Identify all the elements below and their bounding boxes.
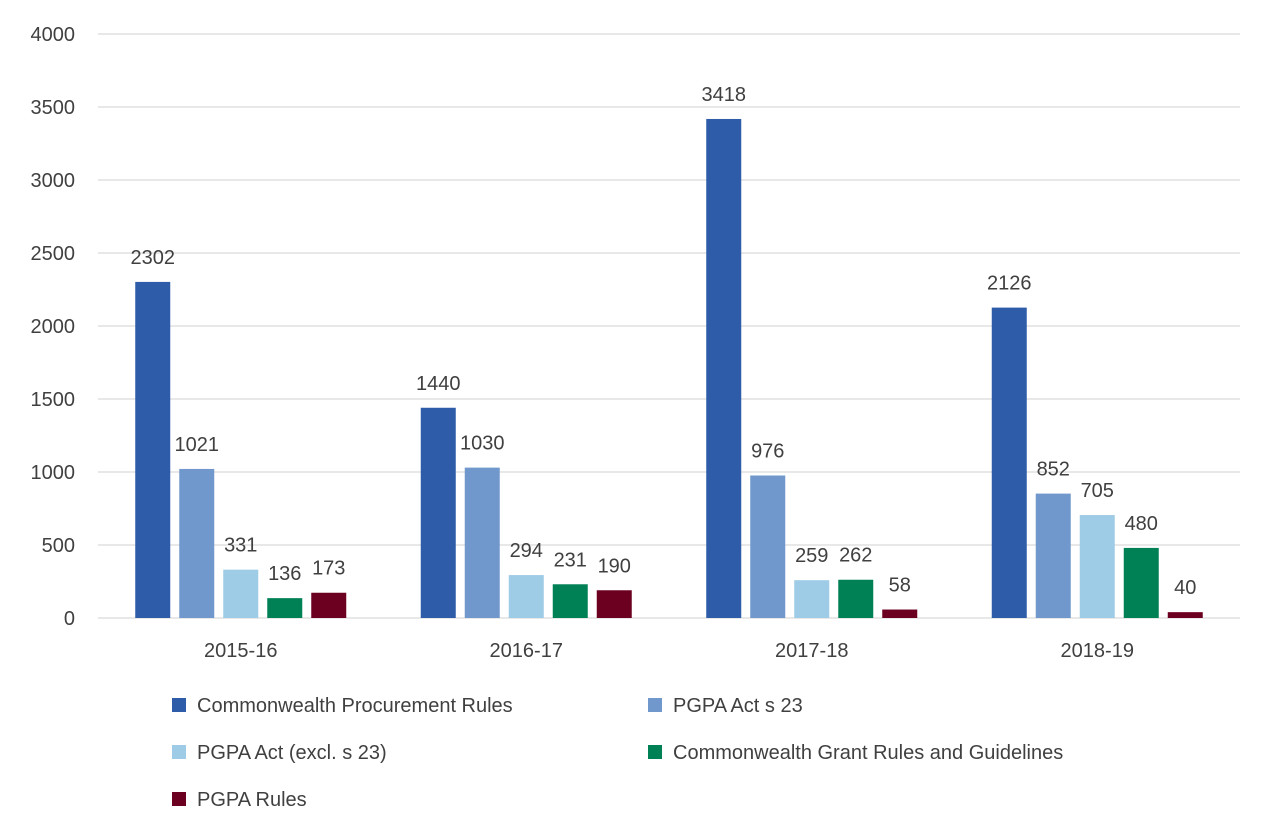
legend-label: PGPA Rules	[197, 789, 307, 811]
bar-2018-19-series-2	[1035, 493, 1071, 618]
data-label: 2302	[131, 247, 176, 269]
x-tick-label: 2015-16	[204, 640, 277, 662]
bar-2018-19-series-3	[1079, 515, 1115, 618]
bar-2016-17-series-3	[508, 575, 544, 618]
data-label: 294	[510, 540, 543, 562]
bar-2018-19-series-5	[1167, 612, 1203, 618]
legend-item: Commonwealth Procurement Rules	[172, 695, 513, 717]
data-label: 1030	[460, 433, 505, 455]
bar-2015-16-series-3	[223, 569, 259, 618]
x-tick-label: 2016-17	[490, 640, 563, 662]
data-label: 3418	[702, 84, 747, 106]
bar-2016-17-series-4	[552, 584, 588, 618]
legend-item: PGPA Rules	[172, 789, 307, 811]
y-tick-label: 0	[64, 608, 75, 630]
data-label: 852	[1037, 459, 1070, 481]
data-label: 259	[795, 545, 828, 567]
bar-2016-17-series-5	[596, 590, 632, 618]
legend-swatch	[172, 792, 186, 806]
legend-swatch	[648, 698, 662, 712]
legend-label: Commonwealth Grant Rules and Guidelines	[673, 742, 1063, 764]
bar-2017-18-series-3	[794, 580, 830, 618]
bar-2017-18-series-1	[706, 118, 742, 619]
legend-item: Commonwealth Grant Rules and Guidelines	[648, 742, 1063, 764]
bar-2015-16-series-5	[311, 592, 347, 618]
legend-item: PGPA Act (excl. s 23)	[172, 742, 387, 764]
y-tick-label: 2500	[31, 243, 76, 265]
bar-2015-16-series-4	[267, 598, 303, 618]
legend-swatch	[172, 698, 186, 712]
legend-label: Commonwealth Procurement Rules	[197, 695, 513, 717]
bar-2016-17-series-2	[464, 467, 500, 618]
bar-2018-19-series-4	[1123, 547, 1159, 618]
legend: Commonwealth Procurement Rules PGPA Act s…	[172, 695, 1063, 811]
bar-2017-18-series-2	[750, 475, 786, 618]
data-label: 976	[751, 441, 784, 463]
data-label: 173	[312, 558, 345, 580]
y-tick-label: 1000	[31, 462, 76, 484]
legend-label: PGPA Act (excl. s 23)	[197, 742, 387, 764]
y-tick-label: 3500	[31, 97, 76, 119]
x-tick-label: 2018-19	[1061, 640, 1134, 662]
gridlines	[98, 33, 1240, 619]
data-label: 136	[268, 563, 301, 585]
data-label: 40	[1174, 577, 1196, 599]
data-label: 231	[554, 549, 587, 571]
bar-2017-18-series-5	[882, 609, 918, 618]
data-label: 2126	[987, 273, 1032, 295]
data-label: 705	[1081, 480, 1114, 502]
y-axis-ticks: 0 500 1000 1500 2000 2500 3000 3500 4000	[31, 24, 76, 630]
bars	[135, 118, 1203, 619]
bar-2016-17-series-1	[420, 407, 456, 618]
bar-2018-19-series-1	[991, 307, 1027, 618]
data-label: 1021	[175, 434, 220, 456]
x-tick-label: 2017-18	[775, 640, 848, 662]
bar-2015-16-series-1	[135, 281, 171, 618]
data-label: 480	[1125, 513, 1158, 535]
y-tick-label: 4000	[31, 24, 76, 46]
data-label: 58	[889, 575, 911, 597]
data-label: 190	[598, 555, 631, 577]
y-tick-label: 500	[42, 535, 75, 557]
y-tick-label: 1500	[31, 389, 76, 411]
bar-2015-16-series-2	[179, 468, 215, 618]
data-label: 262	[839, 545, 872, 567]
bar-2017-18-series-4	[838, 579, 874, 618]
data-label: 1440	[416, 373, 461, 395]
data-label: 331	[224, 535, 257, 557]
y-tick-label: 2000	[31, 316, 76, 338]
legend-swatch	[648, 745, 662, 759]
legend-item: PGPA Act s 23	[648, 695, 803, 717]
x-axis-ticks: 2015-16 2016-17 2017-18 2018-19	[204, 640, 1134, 662]
legend-swatch	[172, 745, 186, 759]
data-labels: 2302 1021 331 136 173 1440 1030 294 231 190 3418 97…	[131, 84, 1197, 599]
y-tick-label: 3000	[31, 170, 76, 192]
legend-label: PGPA Act s 23	[673, 695, 803, 717]
